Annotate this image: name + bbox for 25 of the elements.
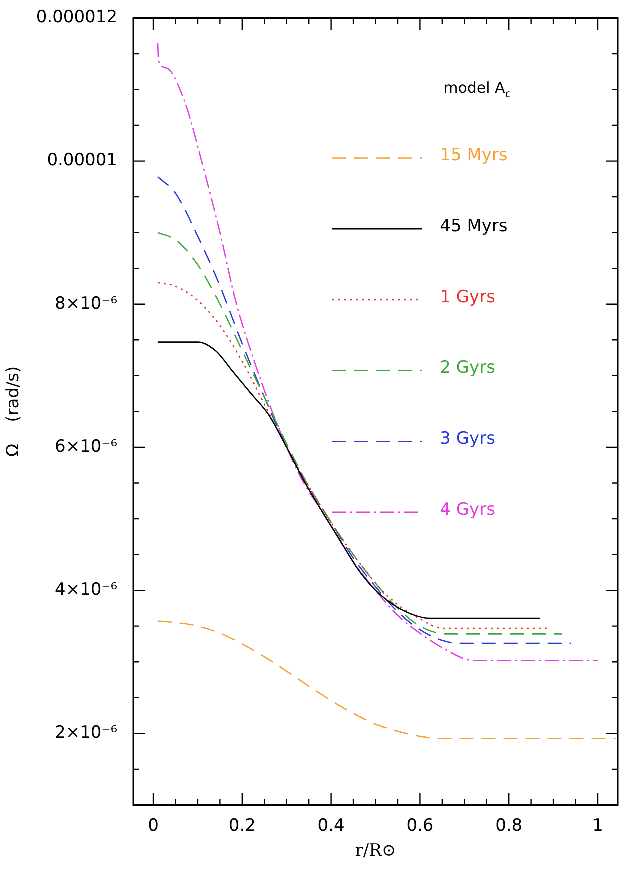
text: 2 Gyrs	[440, 358, 496, 378]
x-tick-label: 0	[148, 816, 159, 836]
line-series	[157, 282, 550, 630]
x-tick-label: 1	[592, 816, 604, 836]
text: 4 Gyrs	[440, 500, 496, 520]
text: 45 Myrs	[440, 216, 508, 237]
y-tick-label: 6×10⁻⁶	[55, 436, 118, 457]
x-tick-label: 0.2	[228, 816, 256, 836]
x-axis-title: r/R⊙	[355, 841, 396, 862]
line-series	[157, 176, 572, 644]
x-tick-label: 0.8	[496, 816, 523, 836]
x-tick-label: 0.6	[406, 816, 434, 836]
line-series	[157, 620, 616, 740]
y-tick-label: 8×10⁻⁶	[55, 294, 118, 314]
text: 1 Gyrs	[440, 287, 496, 308]
x-tick-label: 0.4	[318, 816, 345, 836]
y-tick-label: 0.00001	[47, 150, 118, 171]
text: 15 Myrs	[440, 146, 508, 166]
y-tick-label: 2×10⁻⁶	[55, 723, 118, 744]
line-series	[157, 42, 599, 662]
y-tick-label: 0.000012	[36, 8, 118, 28]
text: 3 Gyrs	[440, 429, 496, 450]
y-axis-title: Ω (rad/s)	[4, 366, 24, 458]
y-tick-label: 4×10⁻⁶	[55, 580, 118, 600]
line-series	[157, 342, 541, 620]
